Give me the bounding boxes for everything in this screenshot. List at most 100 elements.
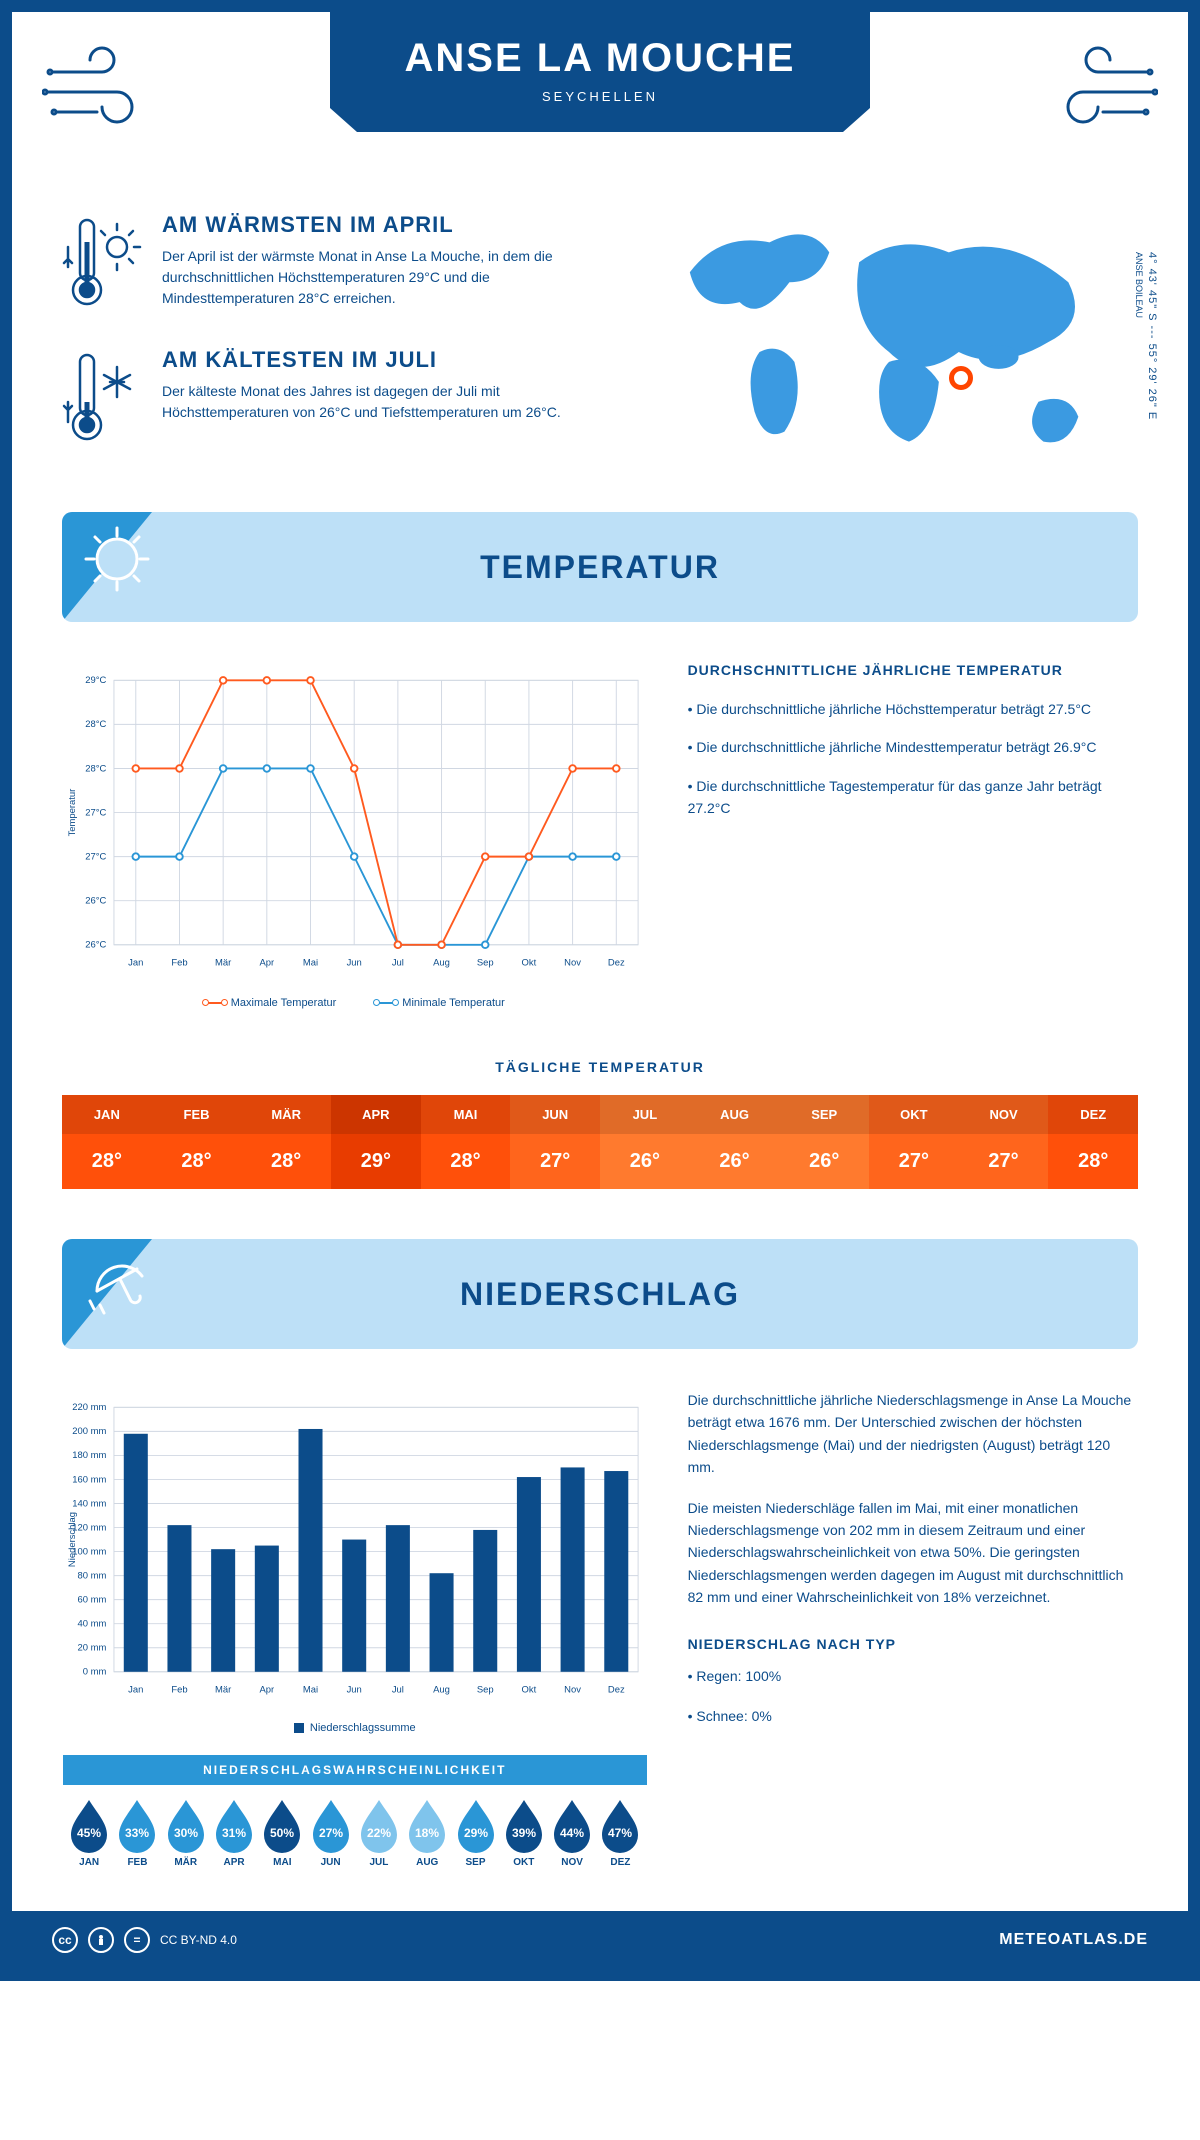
daily-temp-column: JAN 28° (62, 1095, 152, 1189)
daily-temp-column: MAI 28° (421, 1095, 511, 1189)
probability-drop: 44% NOV (550, 1797, 594, 1868)
warmest-title: AM WÄRMSTEN IM APRIL (162, 212, 610, 238)
svg-text:Temperatur: Temperatur (67, 789, 78, 837)
probability-box: NIEDERSCHLAGSWAHRSCHEINLICHKEIT 45% JAN 3… (62, 1754, 648, 1881)
daily-month: JUL (600, 1095, 690, 1134)
daily-value: 28° (421, 1134, 511, 1189)
probability-month: FEB (115, 1857, 159, 1868)
header: ANSE LA MOUCHE SEYCHELLEN (12, 12, 1188, 192)
svg-text:39%: 39% (512, 1826, 536, 1840)
daily-month: JUN (510, 1095, 600, 1134)
svg-text:47%: 47% (608, 1826, 632, 1840)
svg-text:26°C: 26°C (85, 940, 106, 951)
precip-para-2: Die meisten Niederschläge fallen im Mai,… (688, 1497, 1138, 1609)
precipitation-heading: NIEDERSCHLAG (460, 1276, 740, 1313)
svg-text:22%: 22% (367, 1826, 391, 1840)
coldest-text: Der kälteste Monat des Jahres ist dagege… (162, 381, 610, 423)
temperature-banner: TEMPERATUR (62, 512, 1138, 622)
svg-text:33%: 33% (125, 1826, 149, 1840)
daily-value: 26° (690, 1134, 780, 1189)
svg-text:27%: 27% (319, 1826, 343, 1840)
svg-text:40 mm: 40 mm (78, 1619, 107, 1630)
title-banner: ANSE LA MOUCHE SEYCHELLEN (330, 12, 870, 132)
daily-month: JAN (62, 1095, 152, 1134)
svg-text:Jul: Jul (392, 1685, 404, 1696)
warmest-text: Der April ist der wärmste Monat in Anse … (162, 246, 610, 309)
daily-temp-column: DEZ 28° (1048, 1095, 1138, 1189)
probability-drop: 39% OKT (502, 1797, 546, 1868)
probability-month: JAN (67, 1857, 111, 1868)
coordinates-location: ANSE BOILEAU (1134, 252, 1144, 318)
temperature-info-title: DURCHSCHNITTLICHE JÄHRLICHE TEMPERATUR (688, 662, 1138, 678)
temperature-legend: Maximale Temperatur Minimale Temperatur (62, 997, 648, 1009)
probability-drop: 27% JUN (308, 1797, 352, 1868)
by-icon (88, 1927, 114, 1953)
svg-text:160 mm: 160 mm (72, 1474, 106, 1485)
precipitation-chart-column: 0 mm20 mm40 mm60 mm80 mm100 mm120 mm140 … (62, 1389, 648, 1881)
map-column: 4° 43' 45" S --- 55° 29' 26" E ANSE BOIL… (640, 212, 1138, 482)
site-name: METEOATLAS.DE (999, 1931, 1148, 1949)
daily-temp-column: AUG 26° (690, 1095, 780, 1189)
svg-text:27°C: 27°C (85, 851, 106, 862)
probability-month: NOV (550, 1857, 594, 1868)
daily-value: 26° (600, 1134, 690, 1189)
svg-text:Jun: Jun (347, 958, 362, 969)
probability-month: JUN (308, 1857, 352, 1868)
daily-temp-table: JAN 28°FEB 28°MÄR 28°APR 29°MAI 28°JUN 2… (62, 1095, 1138, 1189)
sun-icon (82, 524, 152, 599)
daily-temp-column: APR 29° (331, 1095, 421, 1189)
svg-text:Niederschlag: Niederschlag (67, 1512, 78, 1567)
svg-text:50%: 50% (270, 1826, 294, 1840)
facts-column: AM WÄRMSTEN IM APRIL Der April ist der w… (62, 212, 610, 482)
license-block: cc = CC BY-ND 4.0 (52, 1927, 237, 1953)
daily-temp-column: JUL 26° (600, 1095, 690, 1189)
svg-text:30%: 30% (174, 1826, 198, 1840)
temperature-body: 26°C26°C27°C27°C28°C28°C29°CJanFebMärApr… (12, 622, 1188, 1029)
precipitation-legend: Niederschlagssumme (62, 1722, 648, 1734)
daily-month: OKT (869, 1095, 959, 1134)
coordinates-text: 4° 43' 45" S --- 55° 29' 26" E (1146, 252, 1158, 420)
svg-text:20 mm: 20 mm (78, 1643, 107, 1654)
probability-drop: 50% MAI (260, 1797, 304, 1868)
svg-text:Mär: Mär (215, 1685, 231, 1696)
daily-value: 27° (869, 1134, 959, 1189)
svg-text:31%: 31% (222, 1826, 246, 1840)
svg-text:60 mm: 60 mm (78, 1594, 107, 1605)
intro-section: AM WÄRMSTEN IM APRIL Der April ist der w… (12, 192, 1188, 512)
probability-month: SEP (453, 1857, 497, 1868)
daily-temp-column: SEP 26° (779, 1095, 869, 1189)
precipitation-banner: NIEDERSCHLAG (62, 1239, 1138, 1349)
svg-text:80 mm: 80 mm (78, 1570, 107, 1581)
probability-month: OKT (502, 1857, 546, 1868)
daily-month: DEZ (1048, 1095, 1138, 1134)
daily-month: NOV (959, 1095, 1049, 1134)
svg-text:0 mm: 0 mm (83, 1667, 107, 1678)
svg-text:Feb: Feb (171, 958, 187, 969)
svg-text:Okt: Okt (522, 958, 537, 969)
precip-type-item: • Schnee: 0% (688, 1705, 1138, 1727)
temperature-bullet: • Die durchschnittliche jährliche Mindes… (688, 736, 1138, 758)
precipitation-body: 0 mm20 mm40 mm60 mm80 mm100 mm120 mm140 … (12, 1349, 1188, 1911)
probability-drop: 45% JAN (67, 1797, 111, 1868)
daily-temp-column: JUN 27° (510, 1095, 600, 1189)
probability-title: NIEDERSCHLAGSWAHRSCHEINLICHKEIT (63, 1755, 647, 1785)
svg-text:29°C: 29°C (85, 675, 106, 686)
umbrella-icon (82, 1251, 152, 1326)
probability-drop: 18% AUG (405, 1797, 449, 1868)
daily-temp-column: FEB 28° (152, 1095, 242, 1189)
precip-para-1: Die durchschnittliche jährliche Niedersc… (688, 1389, 1138, 1479)
page-subtitle: SEYCHELLEN (330, 89, 870, 104)
svg-text:27°C: 27°C (85, 807, 106, 818)
svg-text:Sep: Sep (477, 1685, 494, 1696)
svg-text:Apr: Apr (259, 958, 274, 969)
daily-temp-column: MÄR 28° (241, 1095, 331, 1189)
svg-text:Jan: Jan (128, 1685, 143, 1696)
daily-month: SEP (779, 1095, 869, 1134)
footer: cc = CC BY-ND 4.0 METEOATLAS.DE (12, 1911, 1188, 1969)
svg-text:200 mm: 200 mm (72, 1426, 106, 1437)
temperature-chart: 26°C26°C27°C27°C28°C28°C29°CJanFebMärApr… (62, 662, 648, 1009)
daily-value: 28° (152, 1134, 242, 1189)
svg-text:Sep: Sep (477, 958, 494, 969)
svg-text:18%: 18% (415, 1826, 439, 1840)
probability-drop: 22% JUL (357, 1797, 401, 1868)
